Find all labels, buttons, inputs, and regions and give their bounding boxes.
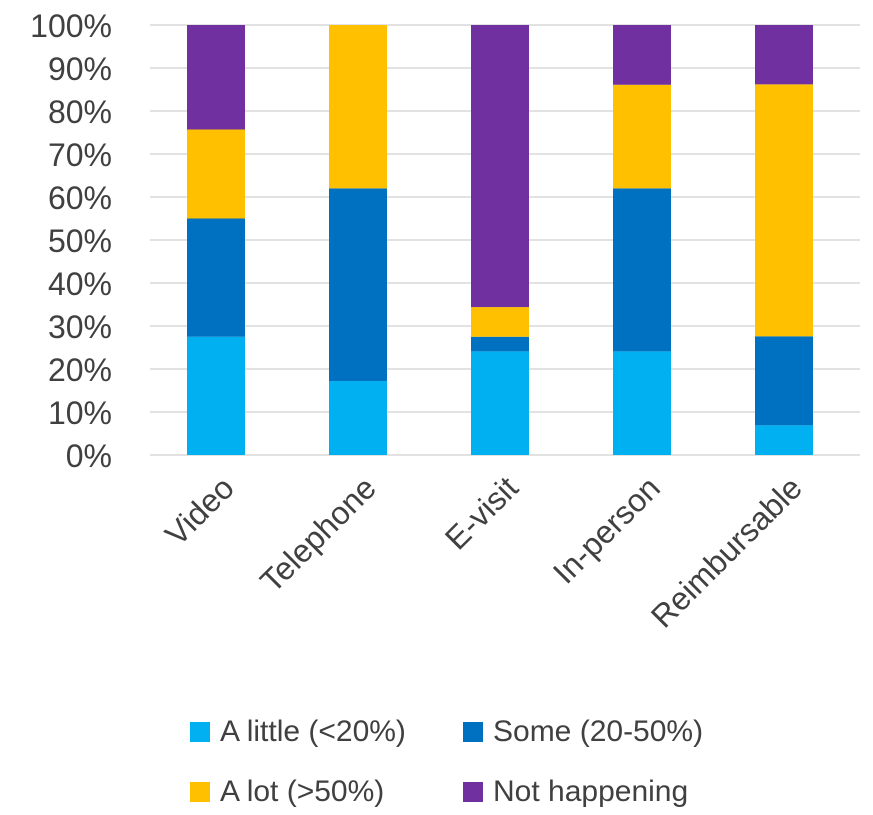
bar-segment — [755, 425, 813, 455]
bar-segment — [613, 351, 671, 455]
legend-swatch — [190, 722, 210, 742]
x-tick-label: Reimbursable — [644, 469, 809, 634]
legend-label: A little (<20%) — [220, 715, 406, 748]
x-tick-label: Telephone — [253, 469, 383, 599]
bar-segment — [613, 84, 671, 189]
bar-segment — [613, 188, 671, 352]
bar-segment — [613, 25, 671, 85]
y-tick-label: 50% — [48, 223, 112, 259]
bar-segment — [471, 351, 529, 455]
legend-label: Not happening — [493, 775, 688, 808]
legend-swatch — [463, 782, 483, 802]
x-tick-label: In-person — [546, 469, 667, 590]
legend-label: Some (20-50%) — [493, 715, 703, 748]
legend-swatch — [190, 782, 210, 802]
bar-segment — [471, 336, 529, 352]
bars — [187, 25, 813, 455]
y-tick-label: 30% — [48, 309, 112, 345]
y-axis: 0% 10% 20% 30% 40% 50% 60% 70% 80% 90% 100% — [30, 8, 112, 474]
bar-segment — [755, 25, 813, 85]
y-tick-label: 40% — [48, 266, 112, 302]
y-tick-label: 80% — [48, 94, 112, 130]
y-tick-label: 100% — [30, 8, 112, 44]
legend: A little (<20%) Some (20-50%) A lot (>50%)… — [190, 715, 703, 808]
y-tick-label: 0% — [66, 438, 112, 474]
bar-segment — [329, 188, 387, 382]
y-tick-label: 10% — [48, 395, 112, 431]
bar-segment — [187, 129, 245, 219]
bar-segment — [755, 336, 813, 426]
bar-segment — [471, 307, 529, 337]
y-tick-label: 60% — [48, 180, 112, 216]
bar-segment — [755, 84, 813, 337]
bar-segment — [471, 25, 529, 308]
bar-segment — [187, 25, 245, 130]
x-axis: Video Telephone E-visit In-personReimbursab… — [158, 469, 809, 634]
bar-segment — [329, 381, 387, 455]
legend-swatch — [463, 722, 483, 742]
x-tick-label: E-visit — [438, 469, 525, 556]
legend-label: A lot (>50%) — [220, 775, 384, 808]
bar-segment — [187, 336, 245, 455]
y-tick-label: 70% — [48, 137, 112, 173]
x-tick-label: Video — [158, 469, 241, 552]
y-tick-label: 90% — [48, 51, 112, 87]
bar-segment — [187, 218, 245, 337]
y-tick-label: 20% — [48, 352, 112, 388]
bar-segment — [329, 25, 387, 189]
